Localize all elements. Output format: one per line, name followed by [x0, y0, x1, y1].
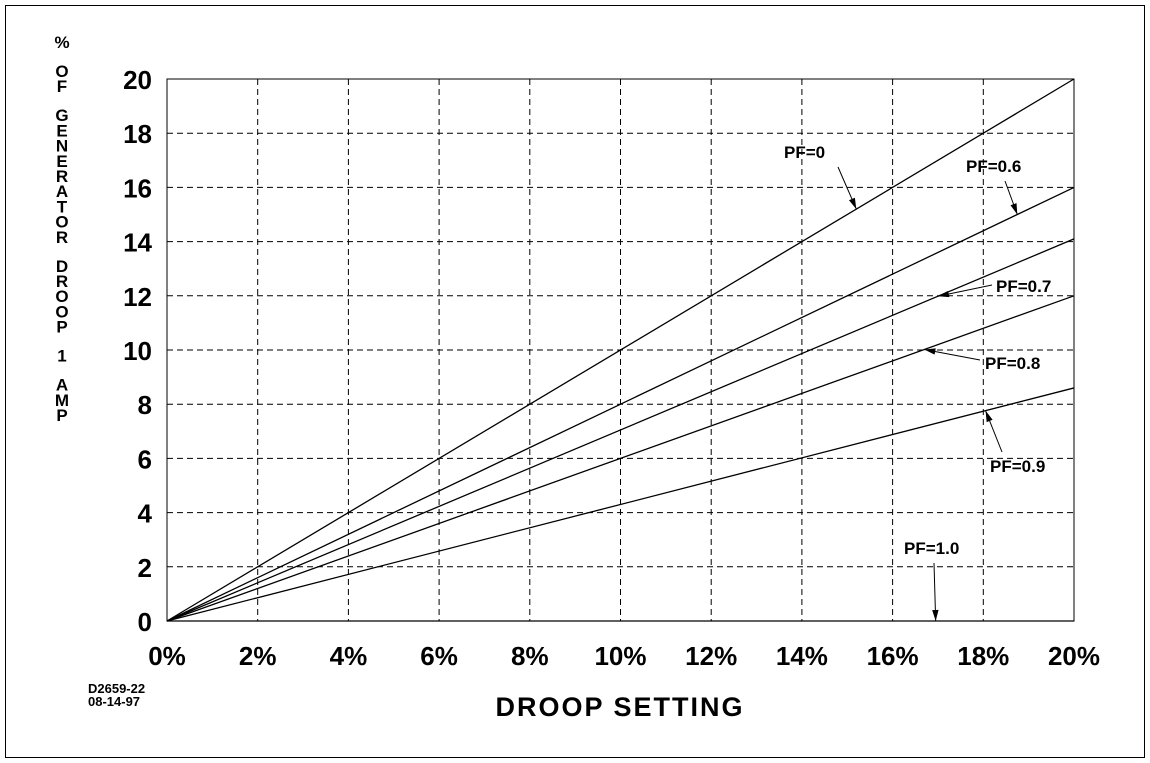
- y-axis-label-char: P: [56, 318, 67, 337]
- y-axis-label-char: R: [56, 228, 68, 247]
- y-axis-label-char: O: [55, 213, 68, 232]
- y-axis-label-char: T: [57, 197, 68, 216]
- annotation-label: PF=1.0: [904, 539, 959, 558]
- y-tick-label: 16: [123, 173, 152, 203]
- y-tick-label: 6: [138, 444, 152, 474]
- x-tick-label: 8%: [511, 641, 549, 671]
- y-axis-label-char: F: [57, 77, 67, 96]
- y-axis-label-char: 1: [57, 347, 66, 366]
- series-line-4: [166, 387, 1075, 622]
- drawing-number: D2659-22: [88, 681, 145, 696]
- annotation-label: PF=0.8: [985, 354, 1040, 373]
- x-tick-label: 2%: [239, 641, 277, 671]
- y-axis-label-char: O: [55, 62, 68, 81]
- x-tick-label: 18%: [957, 641, 1009, 671]
- annotation-label: PF=0: [784, 143, 825, 162]
- y-axis-label-char: E: [56, 121, 67, 140]
- x-tick-label: 0%: [148, 641, 186, 671]
- x-tick-label: 20%: [1048, 641, 1100, 671]
- y-axis-label-char: %: [54, 33, 69, 52]
- y-axis-label-char: M: [55, 391, 69, 410]
- y-tick-label: 10: [123, 336, 152, 366]
- y-tick-label: 20: [123, 65, 152, 95]
- arrow-head-icon: [1010, 203, 1018, 215]
- x-tick-label: 10%: [594, 641, 646, 671]
- y-axis-label-char: O: [55, 287, 68, 306]
- y-axis-label-char: D: [56, 257, 68, 276]
- y-tick-label: 8: [138, 390, 152, 420]
- series-line-2: [166, 238, 1075, 622]
- arrow-head-icon: [937, 290, 950, 298]
- y-axis-label-char: E: [56, 152, 67, 171]
- x-axis-ticks: 0% 2% 4% 6% 8% 10% 12% 14% 16% 18% 20%: [148, 641, 1100, 671]
- y-tick-label: 4: [138, 499, 153, 529]
- y-axis-label-char: N: [56, 137, 68, 156]
- annotation-label: PF=0.6: [966, 157, 1021, 176]
- x-tick-label: 6%: [420, 641, 458, 671]
- x-tick-label: 4%: [330, 641, 368, 671]
- figure-frame: [5, 5, 1145, 758]
- series-lines: [166, 78, 1075, 622]
- series-line-1: [166, 186, 1075, 622]
- y-axis-label-char: A: [56, 376, 68, 395]
- x-tick-label: 16%: [867, 641, 919, 671]
- arrow-head-icon: [932, 609, 939, 621]
- annotations: PF=0 PF=0.6 PF=0.7 PF=0.8 PF=0.9 PF=1.0: [784, 143, 1051, 622]
- y-tick-label: 14: [123, 228, 152, 258]
- y-axis-label-char: O: [55, 302, 68, 321]
- arrow-head-icon: [985, 410, 993, 423]
- y-axis-label-char: R: [56, 272, 68, 291]
- annotation-label: PF=0.9: [990, 457, 1045, 476]
- arrow-head-icon: [848, 197, 857, 210]
- series-line-0: [166, 78, 1075, 622]
- y-axis-label-char: G: [55, 106, 68, 125]
- y-tick-label: 2: [138, 553, 152, 583]
- y-axis-label-char: R: [56, 167, 68, 186]
- series-line-3: [166, 295, 1075, 622]
- x-tick-label: 14%: [776, 641, 828, 671]
- y-tick-label: 0: [138, 607, 152, 637]
- y-axis-label-char: A: [56, 182, 68, 201]
- x-axis-label: DROOP SETTING: [495, 692, 744, 722]
- y-tick-label: 12: [123, 282, 152, 312]
- y-axis-ticks: 0 2 4 6 8 10 12 14 16 18 20: [123, 65, 152, 637]
- arrow-head-icon: [924, 348, 936, 355]
- x-tick-label: 12%: [685, 641, 737, 671]
- y-axis-label-char: P: [56, 406, 67, 425]
- annotation-label: PF=0.7: [996, 277, 1051, 296]
- drawing-date: 08-14-97: [88, 694, 140, 709]
- y-tick-label: 18: [123, 119, 152, 149]
